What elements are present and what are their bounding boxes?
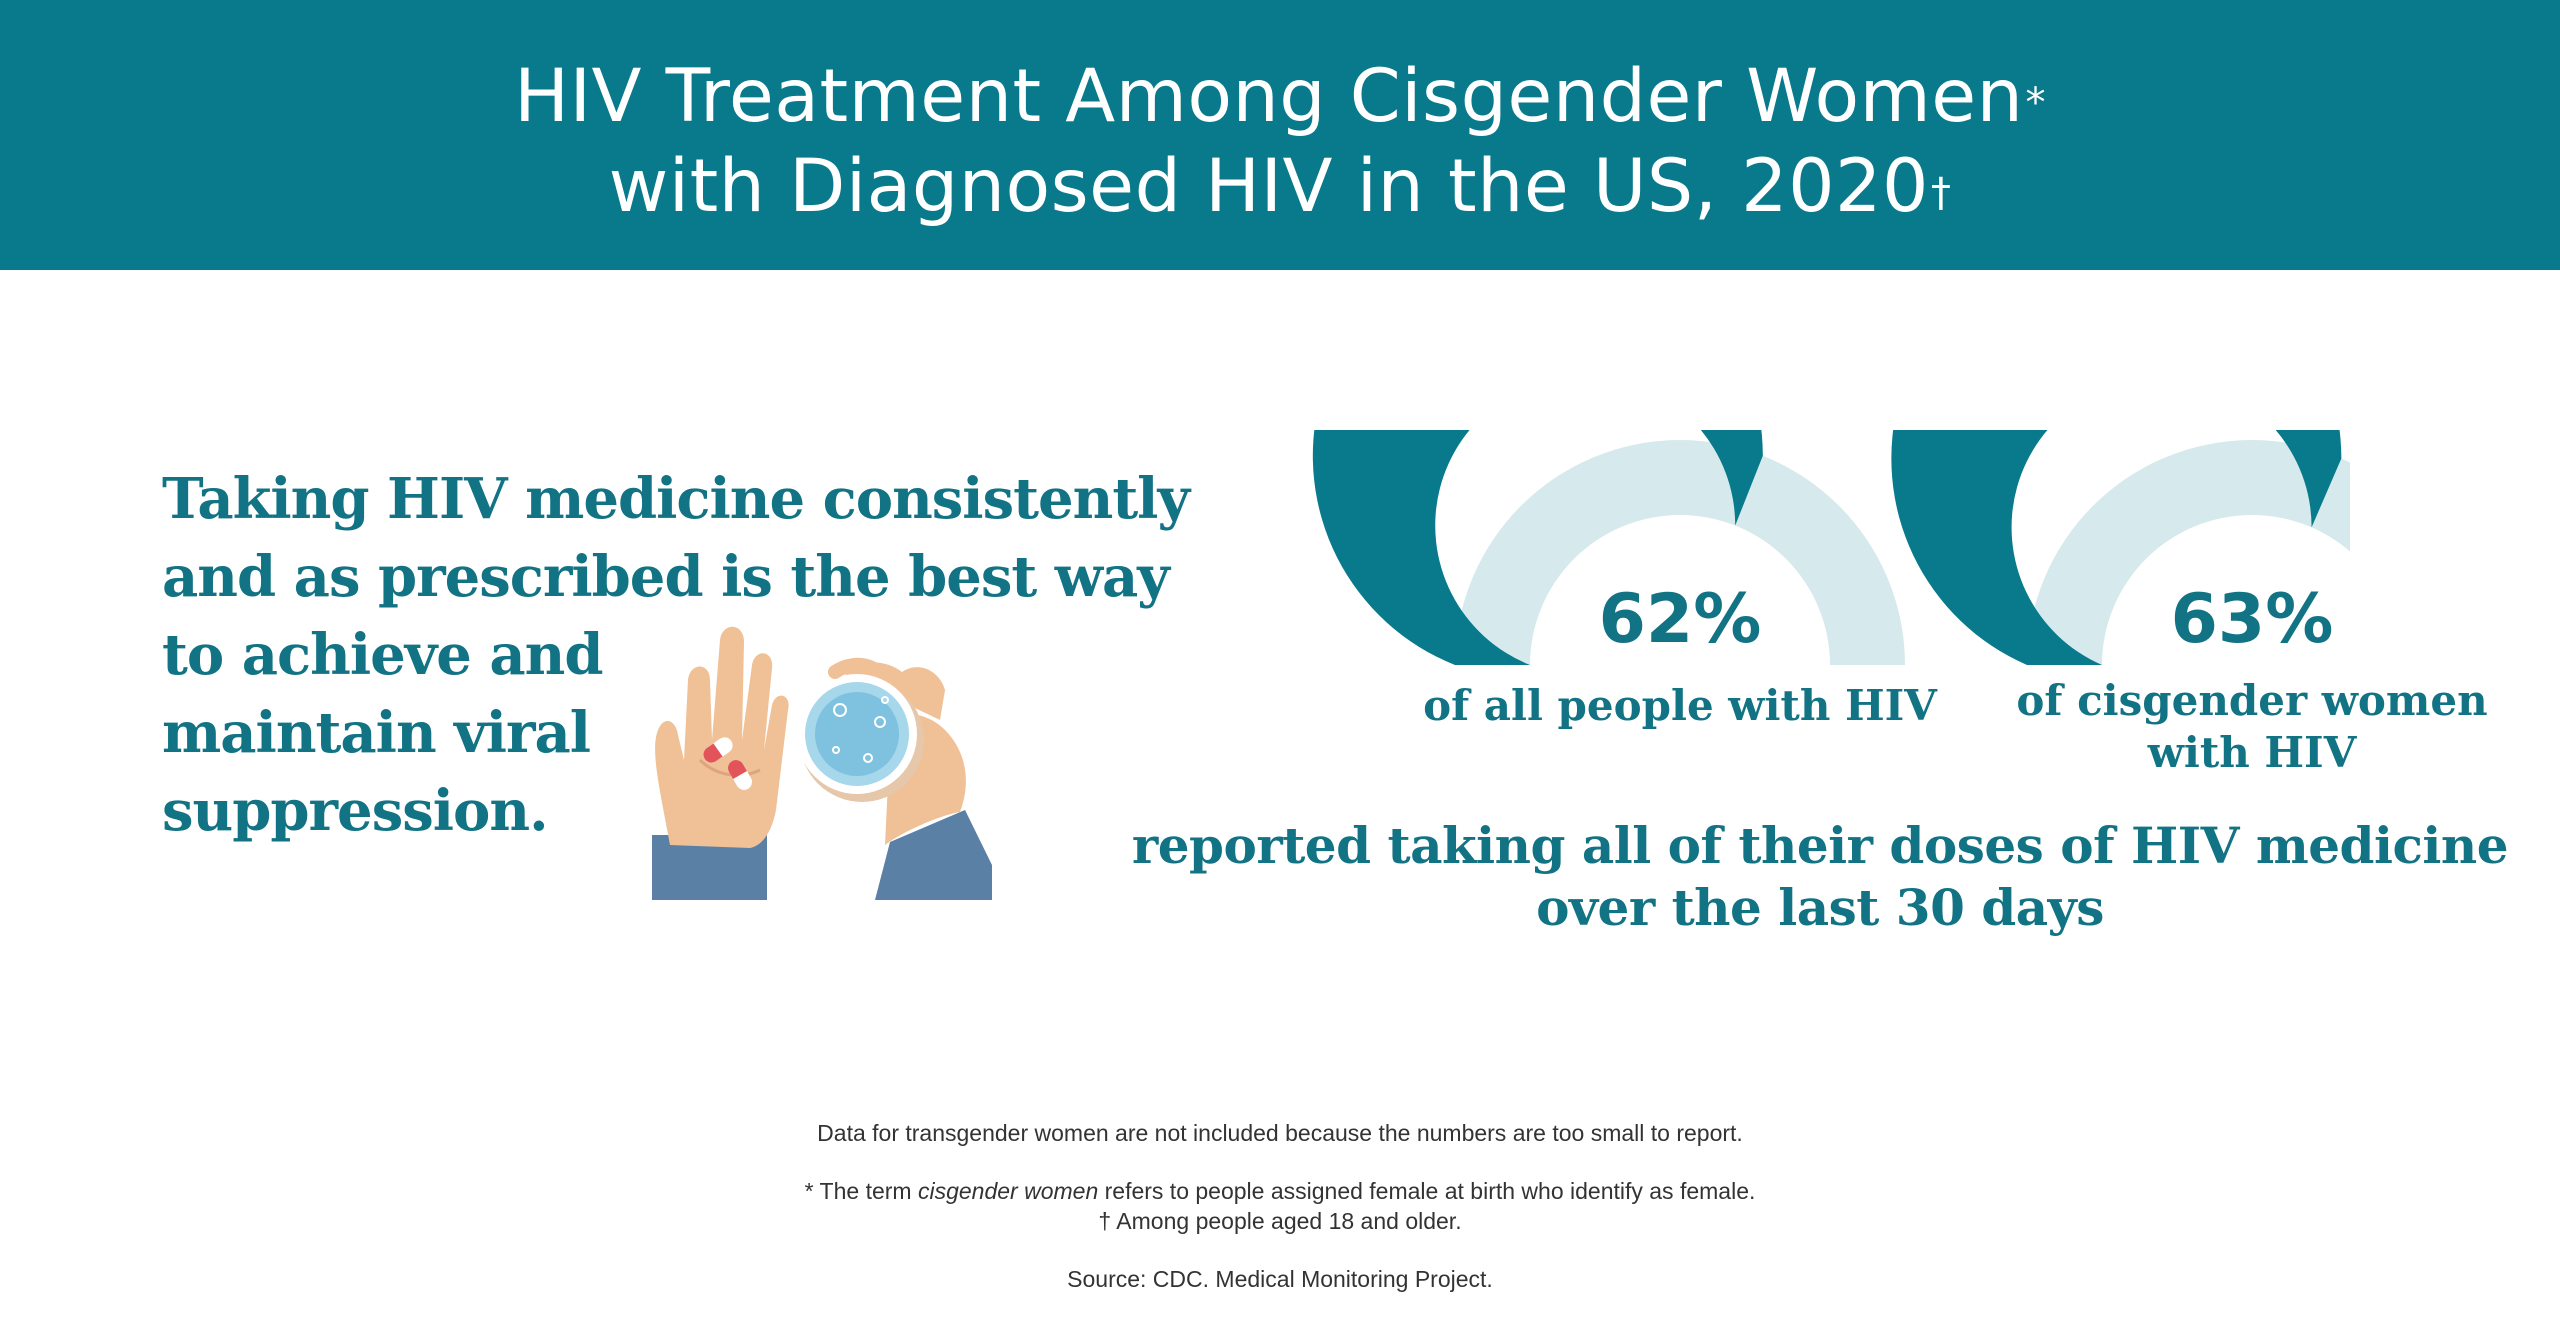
gauge-1-label: of all people with HIV <box>1420 680 1940 732</box>
gauge-2-label-line-1: of cisgender women <box>2016 676 2488 725</box>
note-star-suffix: refers to people assigned female at birt… <box>1098 1178 1756 1204</box>
gauge-1-label-line-1: of all people with HIV <box>1423 681 1937 730</box>
hand-holding-water-glass-icon <box>797 657 992 900</box>
gauge-2-value: 63% <box>2170 580 2334 659</box>
note-source: Source: CDC. Medical Monitoring Project. <box>1067 1266 1493 1292</box>
title-line-1-text: HIV Treatment Among Cisgender Women <box>514 54 2024 139</box>
key-message: Taking HIV medicine consistently and as … <box>162 460 1190 850</box>
gauge-svg <box>1312 430 2350 665</box>
gauge-charts: 62% of all people with HIV 63% of cisgen… <box>1290 430 2488 1030</box>
gauge-1-track <box>1455 440 1905 665</box>
key-message-line-5: suppression. <box>162 778 549 844</box>
palm-with-pills-icon <box>652 626 789 900</box>
note-age: † Among people aged 18 and older. <box>1098 1208 1462 1234</box>
footnotes: Data for transgender women are not inclu… <box>0 1118 2560 1294</box>
caption-line-1: reported taking all of their doses of HI… <box>1131 816 2509 875</box>
title-line-1: HIV Treatment Among Cisgender Women* <box>0 52 2560 142</box>
gauge-2-label: of cisgender women with HIV <box>1992 675 2512 779</box>
title-line-2: with Diagnosed HIV in the US, 2020† <box>0 142 2560 232</box>
key-message-line-2: and as prescribed is the best way <box>162 544 1170 610</box>
dagger-mark: † <box>1930 170 1952 216</box>
gauge-1-fill <box>1312 430 1763 665</box>
gauge-2-fill <box>1891 430 2342 665</box>
gauge-2-label-line-2: with HIV <box>2147 728 2357 777</box>
key-message-line-1: Taking HIV medicine consistently <box>162 466 1190 532</box>
key-message-line-3: to achieve and <box>162 622 604 688</box>
gauge-2-track <box>2027 440 2350 665</box>
caption-line-2: over the last 30 days <box>1536 878 2104 937</box>
title-line-2-text: with Diagnosed HIV in the US, 2020 <box>608 144 1929 229</box>
note-transgender: Data for transgender women are not inclu… <box>817 1120 1743 1146</box>
note-star-term: cisgender women <box>917 1178 1099 1204</box>
hand-pills-water-illustration <box>652 626 992 900</box>
note-star-prefix: * The term <box>804 1178 918 1204</box>
key-message-line-4: maintain viral <box>162 700 591 766</box>
chart-caption: reported taking all of their doses of HI… <box>1100 815 2540 939</box>
asterisk-mark: * <box>2025 80 2046 126</box>
gauge-1-value: 62% <box>1598 580 1762 659</box>
note-cisgender-definition: * The term cisgender women refers to peo… <box>0 1176 2560 1206</box>
header-banner: HIV Treatment Among Cisgender Women* wit… <box>0 0 2560 270</box>
